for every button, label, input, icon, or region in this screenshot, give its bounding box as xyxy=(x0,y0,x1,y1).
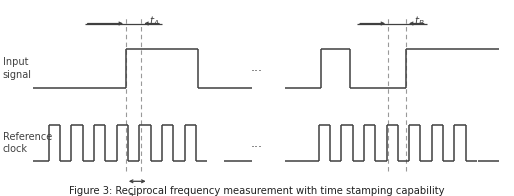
Text: $T_{Clk}$: $T_{Clk}$ xyxy=(128,192,146,196)
Text: ...: ... xyxy=(251,137,263,150)
Text: Input
signal: Input signal xyxy=(3,57,31,80)
Text: $t_A$: $t_A$ xyxy=(149,15,159,28)
Text: Reference
clock: Reference clock xyxy=(3,132,52,154)
Text: ...: ... xyxy=(251,61,263,74)
Text: Figure 3: Reciprocal frequency measurement with time stamping capability: Figure 3: Reciprocal frequency measureme… xyxy=(69,186,445,196)
Text: $t_B$: $t_B$ xyxy=(414,15,425,28)
